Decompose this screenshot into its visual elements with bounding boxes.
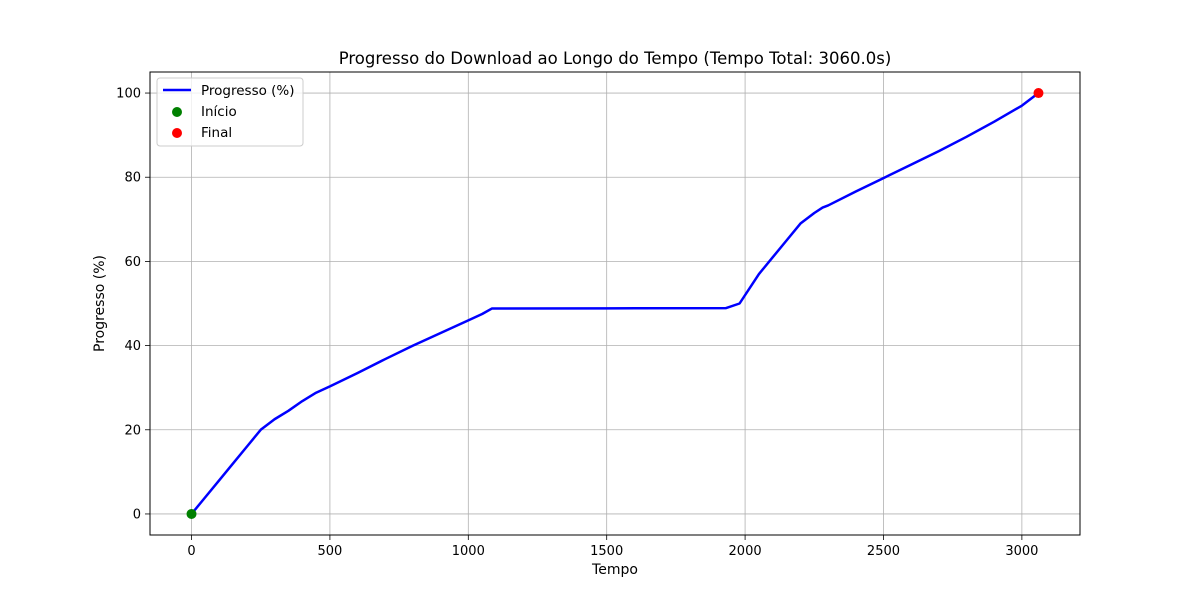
start-marker xyxy=(186,508,197,519)
grid-layer xyxy=(150,72,1080,535)
x-tick-label: 3000 xyxy=(1005,544,1038,559)
x-tick-label: 2500 xyxy=(867,544,900,559)
legend-swatch-start xyxy=(172,107,182,117)
legend: Progresso (%) Início Final xyxy=(156,77,304,147)
marker-layer xyxy=(186,88,1044,519)
y-tick-label: 80 xyxy=(124,171,141,186)
y-axis-label: Progresso (%) xyxy=(92,255,108,352)
x-tick-label: 0 xyxy=(187,544,195,559)
end-marker xyxy=(1033,88,1044,99)
y-tick-label: 60 xyxy=(124,255,141,270)
y-tick-label: 20 xyxy=(124,423,141,438)
series-layer xyxy=(190,91,1040,516)
tick-layer: 0 500 1000 1500 2000 2500 3000 0 20 40 60 80 100 xyxy=(116,87,1038,559)
x-tick-label: 1500 xyxy=(590,544,623,559)
x-axis-label: Tempo xyxy=(591,562,638,578)
y-tick-label: 0 xyxy=(133,507,141,522)
legend-box xyxy=(156,77,304,147)
y-tick-label: 100 xyxy=(116,87,141,102)
progress-line xyxy=(190,91,1040,516)
y-tick-label: 40 xyxy=(124,339,141,354)
x-tick-label: 2000 xyxy=(729,544,762,559)
legend-swatch-end xyxy=(172,128,182,138)
x-tick-label: 500 xyxy=(317,544,342,559)
legend-label-end: Final xyxy=(201,125,232,141)
chart-title: Progresso do Download ao Longo do Tempo … xyxy=(339,49,892,68)
legend-label-progress: Progresso (%) xyxy=(201,83,295,99)
legend-label-start: Início xyxy=(201,104,237,120)
plot-frame xyxy=(149,71,1081,536)
x-tick-label: 1000 xyxy=(452,544,485,559)
